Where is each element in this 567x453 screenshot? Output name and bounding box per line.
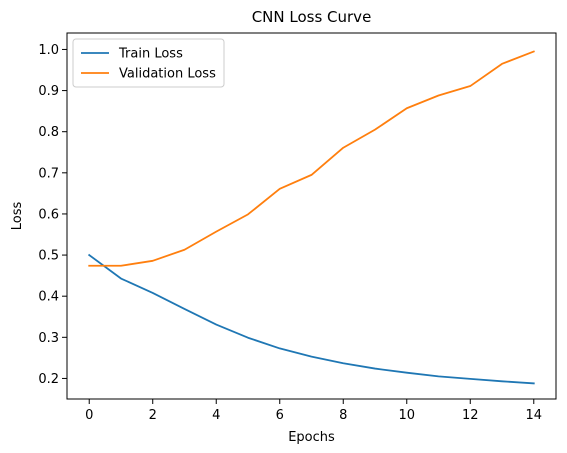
y-tick-label: 0.4 <box>38 290 59 305</box>
x-tick-label: 12 <box>462 408 479 423</box>
x-tick-label: 4 <box>212 408 220 423</box>
y-tick-label: 0.6 <box>38 207 59 222</box>
legend-label: Train Loss <box>118 47 183 62</box>
plot-area <box>67 33 556 399</box>
y-tick-label: 0.8 <box>38 125 59 140</box>
x-tick-label: 6 <box>276 408 284 423</box>
x-tick-label: 10 <box>398 408 415 423</box>
x-tick-label: 14 <box>525 408 542 423</box>
legend-label: Validation Loss <box>119 67 216 82</box>
y-tick-label: 0.9 <box>38 84 59 99</box>
y-tick-label: 0.3 <box>38 331 59 346</box>
y-tick-label: 0.5 <box>38 249 59 264</box>
y-axis-title: Loss <box>10 202 25 231</box>
y-tick-label: 1.0 <box>38 43 59 58</box>
x-axis-title: Epochs <box>288 430 335 445</box>
x-tick-label: 8 <box>339 408 347 423</box>
x-tick-label: 0 <box>85 408 93 423</box>
legend: Train Loss Validation Loss <box>73 39 224 87</box>
plot-background <box>67 33 556 399</box>
y-tick-label: 0.7 <box>38 166 59 181</box>
y-tick-label: 0.2 <box>38 372 59 387</box>
chart-title: CNN Loss Curve <box>252 8 372 26</box>
x-tick-label: 2 <box>149 408 157 423</box>
